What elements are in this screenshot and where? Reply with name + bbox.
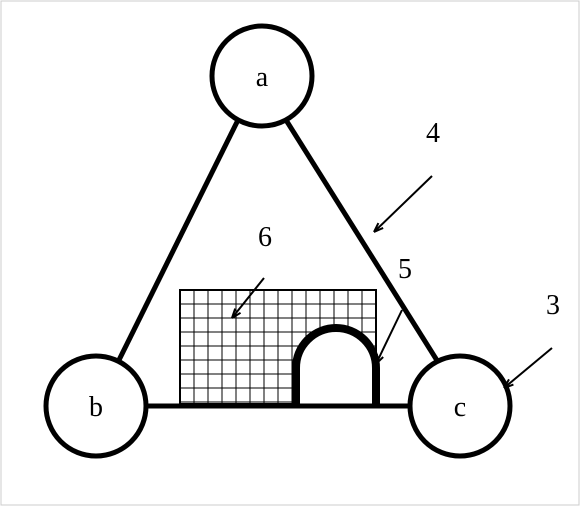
leader-3	[504, 348, 552, 388]
node-label-a: a	[256, 62, 269, 93]
annotation-label-3: 3	[546, 290, 560, 321]
node-label-b: b	[89, 392, 103, 423]
node-label-c: c	[454, 392, 466, 423]
diagram-canvas: a b c 3 4 5 6	[0, 0, 580, 506]
leader-4	[374, 176, 432, 232]
annotation-label-4: 4	[426, 118, 440, 149]
leader-5	[376, 310, 402, 364]
annotation-label-5: 5	[398, 254, 412, 285]
diagram-svg: a b c 3 4 5 6	[0, 0, 580, 506]
annotation-label-6: 6	[258, 222, 272, 253]
